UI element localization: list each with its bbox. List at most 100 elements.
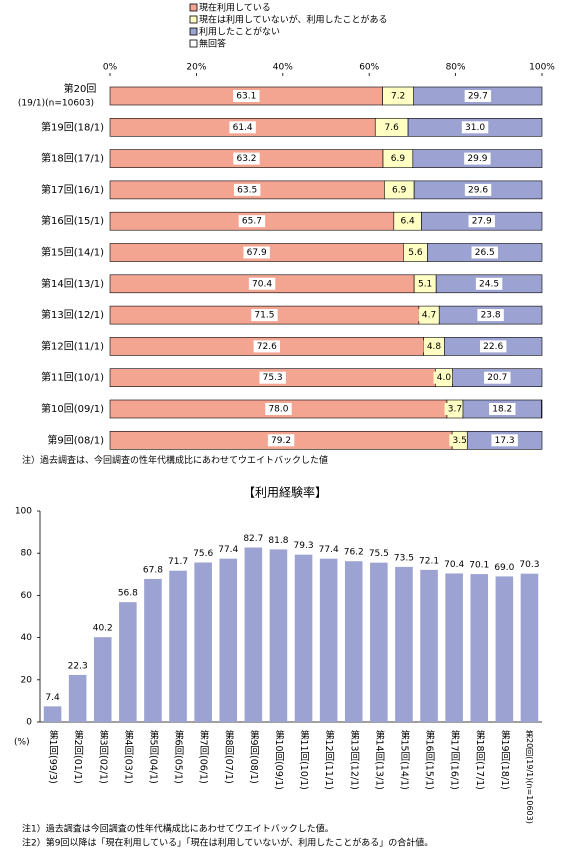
legend-label: 無回答 bbox=[199, 38, 226, 50]
label-background bbox=[464, 152, 491, 165]
chart-title: 【利用経験率】 bbox=[243, 485, 327, 500]
bar bbox=[144, 578, 162, 722]
value-label: 82.7 bbox=[243, 534, 263, 544]
value-label: 31.0 bbox=[465, 123, 485, 133]
label-background bbox=[444, 403, 466, 415]
category-label: 第12回(11/1) bbox=[41, 339, 104, 352]
value-label: 29.6 bbox=[468, 185, 488, 195]
bar bbox=[93, 637, 112, 722]
value-label: 40.2 bbox=[93, 624, 113, 634]
label-background bbox=[464, 183, 492, 196]
category-label: 第16回(15/1) bbox=[41, 214, 104, 227]
value-label: 75.3 bbox=[263, 373, 283, 383]
bar bbox=[420, 569, 438, 722]
label-background bbox=[265, 403, 292, 415]
y-tick-label: 0 bbox=[26, 718, 32, 728]
note: 注1）過去調査は今回調査の性年代構成比にあわせてウエイトバックした値。 bbox=[22, 823, 334, 835]
value-label: 77.4 bbox=[319, 545, 339, 555]
category-label: 第20回 bbox=[64, 82, 97, 95]
value-label: 71.7 bbox=[168, 557, 188, 567]
value-label: 79.3 bbox=[294, 541, 314, 551]
value-label: 17.3 bbox=[495, 436, 515, 446]
value-label: 70.1 bbox=[469, 561, 489, 571]
value-label: 18.2 bbox=[492, 405, 512, 415]
x-tick-label: 第11回(10/1) bbox=[298, 729, 310, 789]
bar bbox=[68, 674, 87, 722]
x-tick-label: 60% bbox=[359, 63, 379, 73]
value-label: 56.8 bbox=[118, 589, 138, 599]
value-label: 75.6 bbox=[193, 549, 213, 559]
x-tick-label: 第3回(02/1) bbox=[97, 729, 109, 783]
y-tick-label: 60 bbox=[21, 591, 33, 601]
x-tick-label: 100% bbox=[529, 63, 555, 73]
y-tick-label: 100 bbox=[15, 507, 32, 517]
value-label: 4.8 bbox=[427, 342, 442, 352]
label-background bbox=[397, 215, 419, 228]
label-background bbox=[461, 121, 489, 134]
label-background bbox=[405, 246, 426, 259]
category-label: 第17回(16/1) bbox=[41, 183, 104, 196]
label-background bbox=[479, 340, 507, 353]
bar bbox=[294, 554, 313, 722]
x-tick-label: 第9回(08/1) bbox=[248, 729, 260, 783]
value-label: 63.1 bbox=[236, 92, 256, 102]
x-tick-label: 第12回(11/1) bbox=[323, 729, 335, 789]
label-background bbox=[471, 246, 498, 259]
value-label: 77.4 bbox=[218, 545, 238, 555]
category-label: (19/1)(n=10603) bbox=[18, 99, 94, 109]
y-tick-label: 40 bbox=[21, 633, 33, 643]
value-label: 76.2 bbox=[344, 548, 364, 558]
label-background bbox=[464, 90, 492, 102]
bar bbox=[370, 562, 388, 722]
bar bbox=[520, 573, 539, 722]
label-background bbox=[418, 309, 440, 322]
label-background bbox=[233, 183, 261, 196]
bar bbox=[445, 573, 463, 722]
bar bbox=[470, 574, 489, 722]
label-background bbox=[238, 215, 266, 228]
x-tick-label: 第8回(07/1) bbox=[223, 729, 235, 783]
value-label: 7.6 bbox=[384, 123, 399, 133]
label-background bbox=[251, 309, 278, 322]
note: 注2）第9回以降は「現在利用している」「現在は利用していないが、利用したことがあ… bbox=[22, 837, 433, 849]
value-label: 3.5 bbox=[453, 436, 467, 446]
value-label: 67.9 bbox=[247, 248, 267, 258]
bar bbox=[194, 562, 212, 722]
legend-swatch bbox=[189, 39, 198, 48]
x-tick-label: 第20回(19/1)(n=10603) bbox=[525, 729, 534, 824]
bar bbox=[269, 549, 288, 722]
value-label: 63.5 bbox=[237, 185, 257, 195]
x-tick-label: 第7回(06/1) bbox=[198, 729, 210, 783]
value-label: 6.4 bbox=[400, 217, 415, 227]
x-tick-label: 第17回(16/1) bbox=[449, 729, 461, 789]
value-label: 81.8 bbox=[268, 536, 288, 546]
x-tick-label: 第18回(17/1) bbox=[474, 729, 486, 789]
bar bbox=[495, 576, 514, 722]
value-label: 7.4 bbox=[45, 693, 60, 703]
label-background bbox=[229, 121, 256, 134]
label-background bbox=[233, 90, 260, 102]
category-label: 第19回(18/1) bbox=[41, 120, 104, 133]
value-label: 71.5 bbox=[254, 311, 274, 321]
value-label: 67.8 bbox=[143, 565, 163, 575]
value-label: 4.7 bbox=[422, 311, 436, 321]
label-background bbox=[248, 277, 276, 290]
value-label: 22.6 bbox=[483, 342, 503, 352]
bar bbox=[119, 602, 137, 722]
value-label: 3.7 bbox=[448, 405, 462, 415]
value-label: 24.5 bbox=[479, 279, 499, 289]
value-label: 65.7 bbox=[242, 217, 262, 227]
label-background bbox=[388, 183, 410, 196]
label-background bbox=[259, 371, 286, 384]
value-label: 29.9 bbox=[467, 154, 487, 164]
value-label: 22.3 bbox=[68, 661, 88, 671]
y-tick-label: 20 bbox=[21, 675, 33, 685]
bar bbox=[169, 570, 187, 722]
bar bbox=[395, 566, 413, 722]
value-label: 63.2 bbox=[236, 154, 256, 164]
value-label: 79.2 bbox=[271, 436, 291, 446]
value-label: 70.4 bbox=[252, 279, 272, 289]
label-background bbox=[387, 90, 409, 102]
label-background bbox=[433, 371, 455, 384]
label-background bbox=[468, 215, 495, 228]
